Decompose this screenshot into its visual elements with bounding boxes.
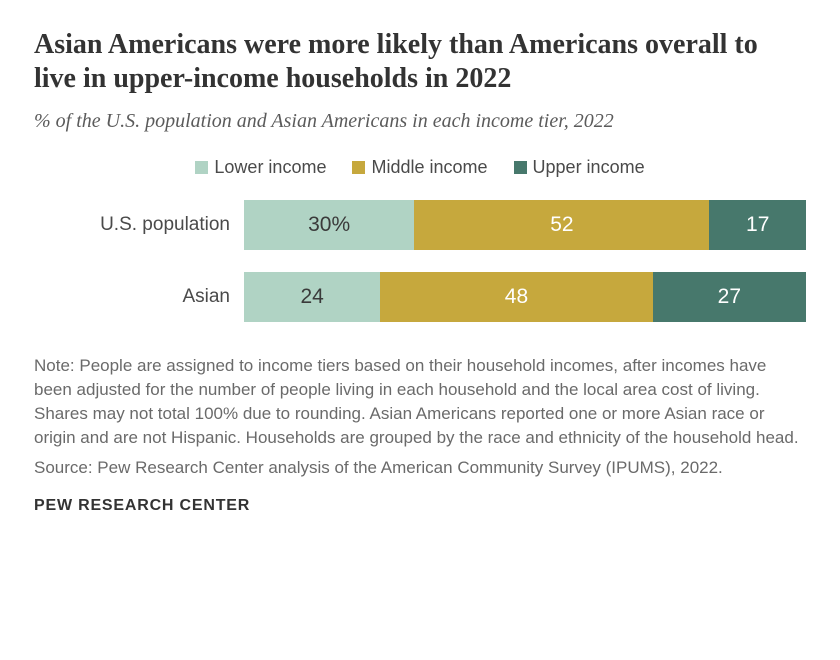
segment-value: 24 <box>300 285 323 309</box>
segment-value: 27 <box>718 285 741 309</box>
row-label: Asian <box>34 286 244 308</box>
bar-segment: 27 <box>653 272 806 322</box>
legend-item: Lower income <box>195 157 326 178</box>
legend-swatch <box>514 161 527 174</box>
legend-label: Upper income <box>533 157 645 178</box>
note-text: Note: People are assigned to income tier… <box>34 354 806 449</box>
legend-label: Middle income <box>371 157 487 178</box>
chart-title: Asian Americans were more likely than Am… <box>34 28 806 96</box>
bar-segment: 24 <box>244 272 380 322</box>
chart-row: U.S. population 30% 52 17 <box>34 200 806 250</box>
bar: 30% 52 17 <box>244 200 806 250</box>
legend: Lower income Middle income Upper income <box>34 157 806 178</box>
bar-segment: 30% <box>244 200 414 250</box>
chart-row: Asian 24 48 27 <box>34 272 806 322</box>
row-label: U.S. population <box>34 214 244 236</box>
legend-item: Upper income <box>514 157 645 178</box>
bar: 24 48 27 <box>244 272 806 322</box>
segment-value: 17 <box>746 213 769 237</box>
stacked-bar-chart: U.S. population 30% 52 17 Asian 24 48 27 <box>34 200 806 322</box>
chart-subtitle: % of the U.S. population and Asian Ameri… <box>34 110 806 133</box>
legend-swatch <box>352 161 365 174</box>
segment-value: 48 <box>505 285 528 309</box>
legend-item: Middle income <box>352 157 487 178</box>
source-text: Source: Pew Research Center analysis of … <box>34 456 806 480</box>
bar-segment: 52 <box>414 200 709 250</box>
bar-segment: 48 <box>380 272 652 322</box>
bar-segment: 17 <box>709 200 806 250</box>
segment-value: 30% <box>308 213 350 237</box>
attribution-text: PEW RESEARCH CENTER <box>34 497 806 515</box>
segment-value: 52 <box>550 213 573 237</box>
legend-label: Lower income <box>214 157 326 178</box>
legend-swatch <box>195 161 208 174</box>
